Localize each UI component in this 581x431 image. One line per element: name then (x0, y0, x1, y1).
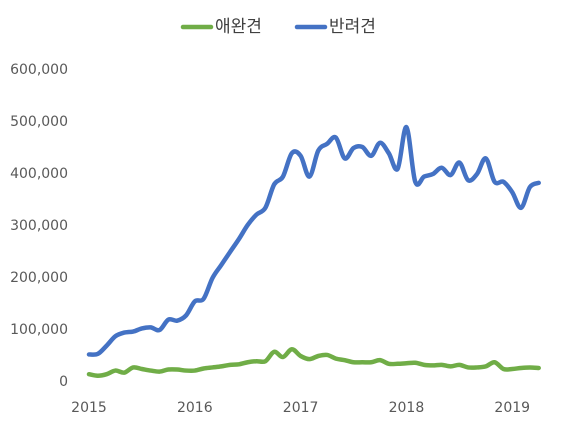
y-tick-label: 100,000 (10, 322, 68, 338)
y-tick-label: 400,000 (10, 166, 68, 182)
y-tick-label: 200,000 (10, 270, 68, 286)
legend: 애완견 반려견 (180, 17, 376, 37)
x-tick-label: 2019 (494, 400, 530, 416)
series-line (86, 346, 541, 379)
legend-item: 반려견 (294, 17, 376, 37)
legend-item: 애완견 (180, 17, 262, 37)
legend-label: 반려견 (329, 17, 376, 37)
y-tick-label: 300,000 (10, 218, 68, 234)
x-tick-label: 2017 (283, 400, 319, 416)
y-tick-label: 0 (59, 374, 68, 390)
legend-label: 애완견 (215, 17, 262, 37)
x-tick-label: 2018 (389, 400, 425, 416)
x-tick-label: 2015 (71, 400, 107, 416)
x-tick-label: 2016 (177, 400, 213, 416)
series-line (86, 124, 541, 357)
y-tick-label: 600,000 (10, 62, 68, 78)
y-tick-label: 500,000 (10, 114, 68, 130)
